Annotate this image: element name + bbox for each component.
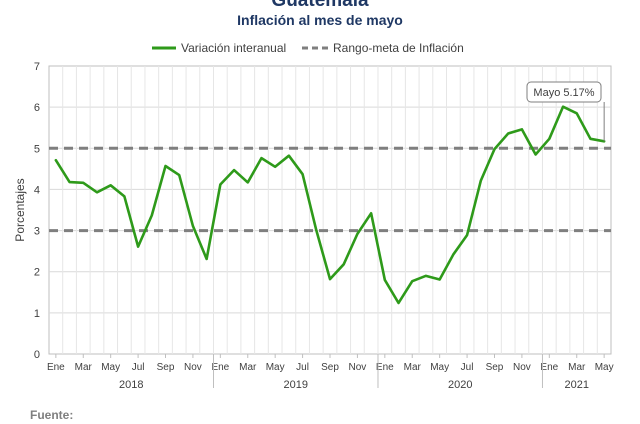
x-tick-label: Ene (540, 362, 558, 373)
x-tick-label: Sep (321, 362, 339, 373)
source-label: Fuente: (30, 408, 74, 422)
x-tick-label: Mar (239, 362, 257, 373)
x-tick-label: Ene (211, 362, 229, 373)
x-tick-label: May (430, 362, 449, 373)
x-tick-label: Jul (132, 362, 145, 373)
chart-subtitle: Inflación al mes de mayo (237, 12, 403, 28)
x-tick-label: Nov (184, 362, 202, 373)
x-tick-label: Ene (376, 362, 394, 373)
year-label: 2019 (283, 379, 307, 391)
x-tick-label: May (595, 362, 614, 373)
year-label: 2021 (564, 379, 588, 391)
y-axis-label: Porcentajes (13, 178, 27, 241)
y-tick-label: 7 (34, 61, 40, 73)
x-tick-label: Jul (296, 362, 309, 373)
y-tick-label: 2 (34, 267, 40, 279)
plot-area (48, 65, 612, 355)
legend-label-variacion: Variación interanual (181, 41, 286, 55)
y-tick-label: 5 (34, 143, 40, 155)
x-tick-label: May (101, 362, 120, 373)
chart-title: Guatemala (271, 0, 369, 11)
y-tick-label: 3 (34, 226, 40, 238)
x-tick-label: Mar (404, 362, 422, 373)
legend-label-target: Rango-meta de Inflación (333, 41, 464, 55)
x-tick-label: Nov (349, 362, 367, 373)
x-tick-label: May (266, 362, 285, 373)
y-tick-label: 6 (34, 102, 40, 114)
series-line-variacion (54, 105, 606, 305)
x-tick-label: Nov (513, 362, 531, 373)
x-tick-label: Jul (461, 362, 474, 373)
x-tick-label: Mar (75, 362, 93, 373)
x-tick-label: Sep (157, 362, 175, 373)
y-tick-label: 0 (34, 349, 40, 361)
year-label: 2018 (119, 379, 143, 391)
y-tick-label: 4 (34, 184, 40, 196)
x-tick-label: Sep (486, 362, 504, 373)
annotation-box (526, 81, 602, 103)
annotation-label: Mayo 5.17% (533, 87, 594, 99)
x-tick-label: Mar (568, 362, 586, 373)
y-tick-label: 1 (34, 308, 40, 320)
year-label: 2020 (448, 379, 472, 391)
x-tick-label: Ene (47, 362, 65, 373)
